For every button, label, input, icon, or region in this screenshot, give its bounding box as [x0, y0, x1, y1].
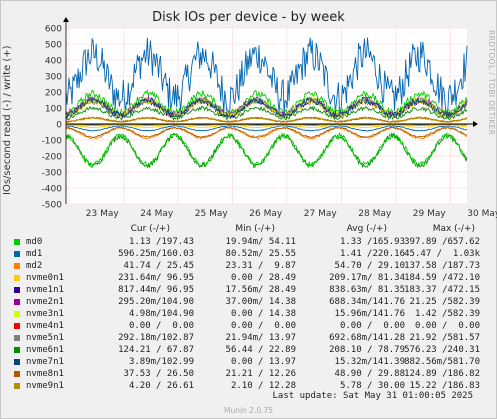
y-tick-label: 300 — [45, 73, 62, 83]
y-tick-label: 500 — [45, 41, 62, 51]
last-update: Last update: Sat May 31 01:00:05 2025 — [272, 391, 473, 401]
x-tick-label: 29 May — [413, 209, 447, 219]
series-line-nvme0n1-read — [65, 124, 468, 128]
x-tick-label: 30 May — [467, 209, 497, 219]
y-tick-labels: -500 -400 -300 -200 -100 0 100 200 300 400 500 600 — [42, 25, 63, 211]
y-tick-label: 600 — [45, 25, 62, 35]
y-tick-label: 200 — [45, 89, 62, 99]
x-tick-label: 23 May — [86, 209, 120, 219]
x-tick-label: 28 May — [358, 209, 392, 219]
y-axis-arrow — [63, 17, 69, 22]
chart-title: Disk IOs per device - by week — [152, 10, 345, 25]
series-line-nvme9n1-read — [66, 123, 468, 126]
y-tick-label: -300 — [42, 169, 63, 179]
y-tick-label: 100 — [45, 105, 62, 115]
munin-version: Munin 2.0.75 — [223, 406, 274, 415]
x-tick-label: 26 May — [249, 209, 283, 219]
y-tick-label: -200 — [42, 153, 63, 163]
x-tick-label: 24 May — [140, 209, 174, 219]
y-tick-label: 0 — [56, 121, 62, 131]
series-line-nvme6n1-write — [65, 105, 468, 121]
x-axis-arrow — [473, 121, 478, 127]
y-tick-label: -100 — [42, 137, 63, 147]
series-line-md1-read — [65, 125, 468, 132]
series-line-md0-read — [65, 131, 468, 168]
axes — [63, 17, 478, 204]
y-tick-label: -400 — [42, 185, 63, 195]
x-tick-label: 25 May — [195, 209, 229, 219]
y-tick-label: 400 — [45, 57, 62, 67]
rrdtool-credit: RRDTOOL / TOBI OETIKER — [487, 30, 496, 136]
series-line-nvme9n1-write — [66, 116, 468, 124]
series-line-nvme8n1-read — [65, 126, 468, 139]
series-line-md1-write — [65, 37, 468, 116]
x-tick-label: 27 May — [304, 209, 338, 219]
y-tick-label: -500 — [42, 201, 63, 211]
x-tick-labels: 23 May 24 May 25 May 26 May 27 May 28 May 29 M… — [86, 209, 497, 219]
series-line-nvme7n1-write — [65, 96, 468, 119]
series-line-md0-write — [65, 89, 468, 117]
